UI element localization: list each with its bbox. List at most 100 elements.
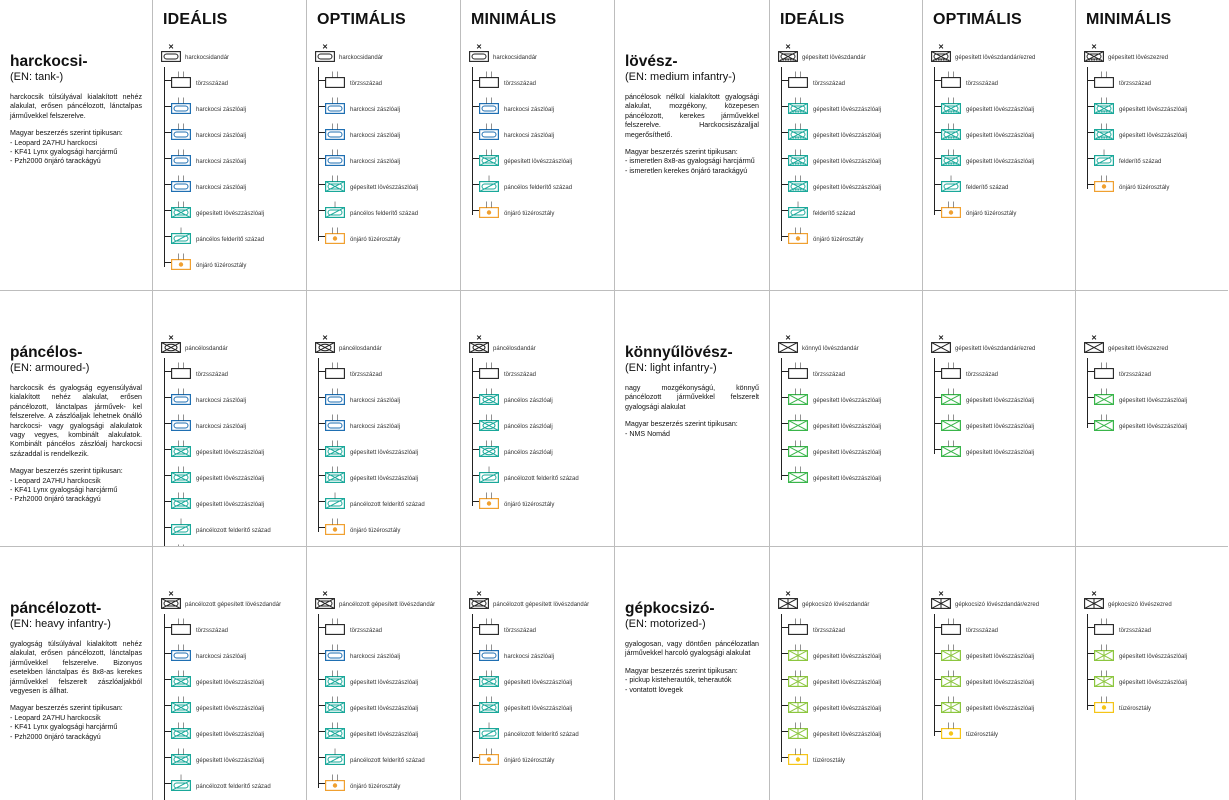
echelon-mark-icon: ❘❘ <box>945 72 957 78</box>
unit-label: törzsszázad <box>813 372 846 378</box>
unit-symbol: ❘❘ <box>479 671 499 692</box>
echelon-mark-icon: ❘❘ <box>329 619 341 625</box>
echelon-mark-icon: ❘❘ <box>329 775 341 781</box>
unit-symbol: ❘❘ <box>479 697 499 718</box>
unit-symbol: ❘❘ <box>325 415 345 436</box>
unit-symbol: ❘ <box>1094 150 1114 171</box>
tree-branch-tick <box>472 653 480 654</box>
unit-row: ❘❘ törzsszázad <box>314 363 459 389</box>
unit-row-command: ✕ gépkocsizó lövészdandár <box>777 591 922 619</box>
unit-label: törzsszázad <box>196 81 229 87</box>
echelon-mark-icon: ❘❘ <box>329 415 341 421</box>
armour-unit-symbol-icon <box>479 420 499 432</box>
echelon-mark-icon: ❘ <box>948 176 954 182</box>
unit-row: ❘❘ gépesített lövészzászlóalj <box>314 671 459 697</box>
echelon-mark-icon: ❘❘ <box>483 441 495 447</box>
unit-label: gépesített lövészzászlóalj <box>813 159 882 165</box>
tree-branch-tick <box>1087 184 1095 185</box>
unit-symbol: ❘❘ <box>1094 363 1114 384</box>
tree-branch-tick <box>318 236 326 237</box>
tree-branch-tick <box>781 757 789 758</box>
unit-label: tüzérosztály <box>966 732 999 738</box>
unit-symbol: ✕ <box>931 591 951 614</box>
hq-unit-symbol-icon <box>479 77 499 88</box>
org-chart: ✕ gépesített lövészdandár/ezred ❘❘ törzsszá… <box>930 335 1075 467</box>
unit-label: tüzérosztály <box>1119 706 1152 712</box>
org-cell-optimal: OPTIMÁLIS ✕ gépesített lövészdandár/ezred ❘… <box>923 0 1076 291</box>
unit-row: ❘❘ páncélos zászlóalj <box>468 389 613 415</box>
org-chart: ✕ páncélosdandár ❘❘ törzsszázad ❘❘ harckocsi … <box>314 335 459 545</box>
echelon-mark-icon: ❘❘ <box>483 363 495 369</box>
org-chart: ✕ harckocsidandár ❘❘ törzsszázad ❘❘ harckocsi… <box>468 44 613 228</box>
unit-row: ❘ páncélozott felderítő század <box>468 467 613 493</box>
unit-label: gépesített lövészzászlóalj <box>350 706 419 712</box>
unit-row: ❘❘ törzsszázad <box>314 72 459 98</box>
tree-branch-tick <box>781 679 789 680</box>
inf-unit-symbol-icon <box>788 394 808 406</box>
unit-symbol: ❘❘ <box>1094 619 1114 640</box>
unit-symbol: ✕ <box>161 44 181 67</box>
unit-row: ❘❘ tüzérosztály <box>777 749 922 775</box>
tree-branch-tick <box>318 449 326 450</box>
unit-row-command: ✕ harckocsidandár <box>160 44 305 72</box>
mechw-unit-symbol-icon <box>788 103 808 115</box>
unit-row: ❘❘ önjáró tüzérosztály <box>314 228 459 254</box>
tree-connector-line <box>164 614 165 800</box>
unit-label: páncélosdandár <box>339 346 382 352</box>
echelon-mark-icon: ❘❘ <box>792 150 804 156</box>
motor-unit-symbol-icon <box>941 650 961 662</box>
unit-symbol: ❘❘ <box>788 671 808 692</box>
motor-unit-symbol-icon <box>1084 598 1104 609</box>
unit-row: ❘❘ gépesített lövészzászlóalj <box>1083 671 1228 697</box>
unit-row: ❘❘ gépesített lövészzászlóalj <box>930 150 1075 176</box>
tank-unit-symbol-icon <box>171 155 191 167</box>
equipment-list: - ismeretlen 8x8-as gyalogsági harcjármű… <box>625 157 759 176</box>
tree-branch-tick <box>472 705 480 706</box>
unit-label: önjáró tüzérosztály <box>350 528 401 534</box>
org-chart: ✕ harckocsidandár ❘❘ törzsszázad ❘❘ harckocsi… <box>314 44 459 254</box>
tree-branch-tick <box>934 731 942 732</box>
echelon-brigade-mark-icon: ✕ <box>785 44 791 51</box>
echelon-mark-icon: ❘❘ <box>175 723 187 729</box>
tree-connector-line <box>781 358 782 480</box>
unit-symbol: ❘❘ <box>479 363 499 384</box>
tree-connector-line <box>781 614 782 762</box>
tree-branch-tick <box>1087 158 1095 159</box>
equipment-item: - Leopard 2A7HU harckocsik <box>10 713 101 722</box>
unit-row: ❘❘ önjáró tüzérosztály <box>160 254 305 280</box>
unit-label: önjáró tüzérosztály <box>504 211 555 217</box>
tree-connector-line <box>1087 614 1088 710</box>
recon-unit-symbol-icon <box>479 728 499 740</box>
section-description: harckocsi- (EN: tank-) harckocsik túlsúlyá… <box>0 0 153 291</box>
unit-label: gépesített lövészzászlóalj <box>813 654 882 660</box>
echelon-mark-icon: ❘❘ <box>483 150 495 156</box>
section-description: könnyűlövész- (EN: light infantry-) nagy m… <box>615 291 770 547</box>
section-description-text: harckocsik és gyalogság egyensúlyával ki… <box>10 384 142 458</box>
unit-symbol: ✕ <box>778 44 798 67</box>
tree-branch-tick <box>318 210 326 211</box>
unit-label: gépesített lövészzászlóalj <box>966 398 1035 404</box>
unit-symbol: ❘❘ <box>171 645 191 666</box>
art-unit-symbol-icon <box>788 233 808 245</box>
unit-symbol: ❘❘ <box>171 749 191 770</box>
unit-symbol: ❘❘ <box>479 72 499 93</box>
unit-row: ❘ páncélos felderítő század <box>160 228 305 254</box>
echelon-brigade-mark-icon: ✕ <box>168 335 174 342</box>
motor-unit-symbol-icon <box>788 702 808 714</box>
echelon-mark-icon: ❘❘ <box>792 467 804 473</box>
unit-symbol: ❘❘ <box>788 619 808 640</box>
unit-row: ❘❘ gépesített lövészzászlóalj <box>777 98 922 124</box>
mech-unit-symbol-icon <box>171 472 191 484</box>
echelon-mark-icon: ❘❘ <box>792 389 804 395</box>
org-cell-ideal: ✕ könnyű lövészdandár ❘❘ törzsszázad ❘❘ gépes… <box>770 291 923 547</box>
tree-branch-tick <box>164 527 172 528</box>
unit-row: ❘❘ önjáró tüzérosztály <box>468 202 613 228</box>
section-description: páncélos- (EN: armoured-) harckocsik és gy… <box>0 291 153 547</box>
tree-connector-line <box>934 358 935 454</box>
unit-row: ❘❘ gépesített lövészzászlóalj <box>314 697 459 723</box>
inf-unit-symbol-icon <box>941 394 961 406</box>
hq-unit-symbol-icon <box>941 368 961 379</box>
echelon-mark-icon: ❘❘ <box>792 645 804 651</box>
echelon-mark-icon: ❘❘ <box>945 645 957 651</box>
echelon-mark-icon: ❘❘ <box>792 723 804 729</box>
